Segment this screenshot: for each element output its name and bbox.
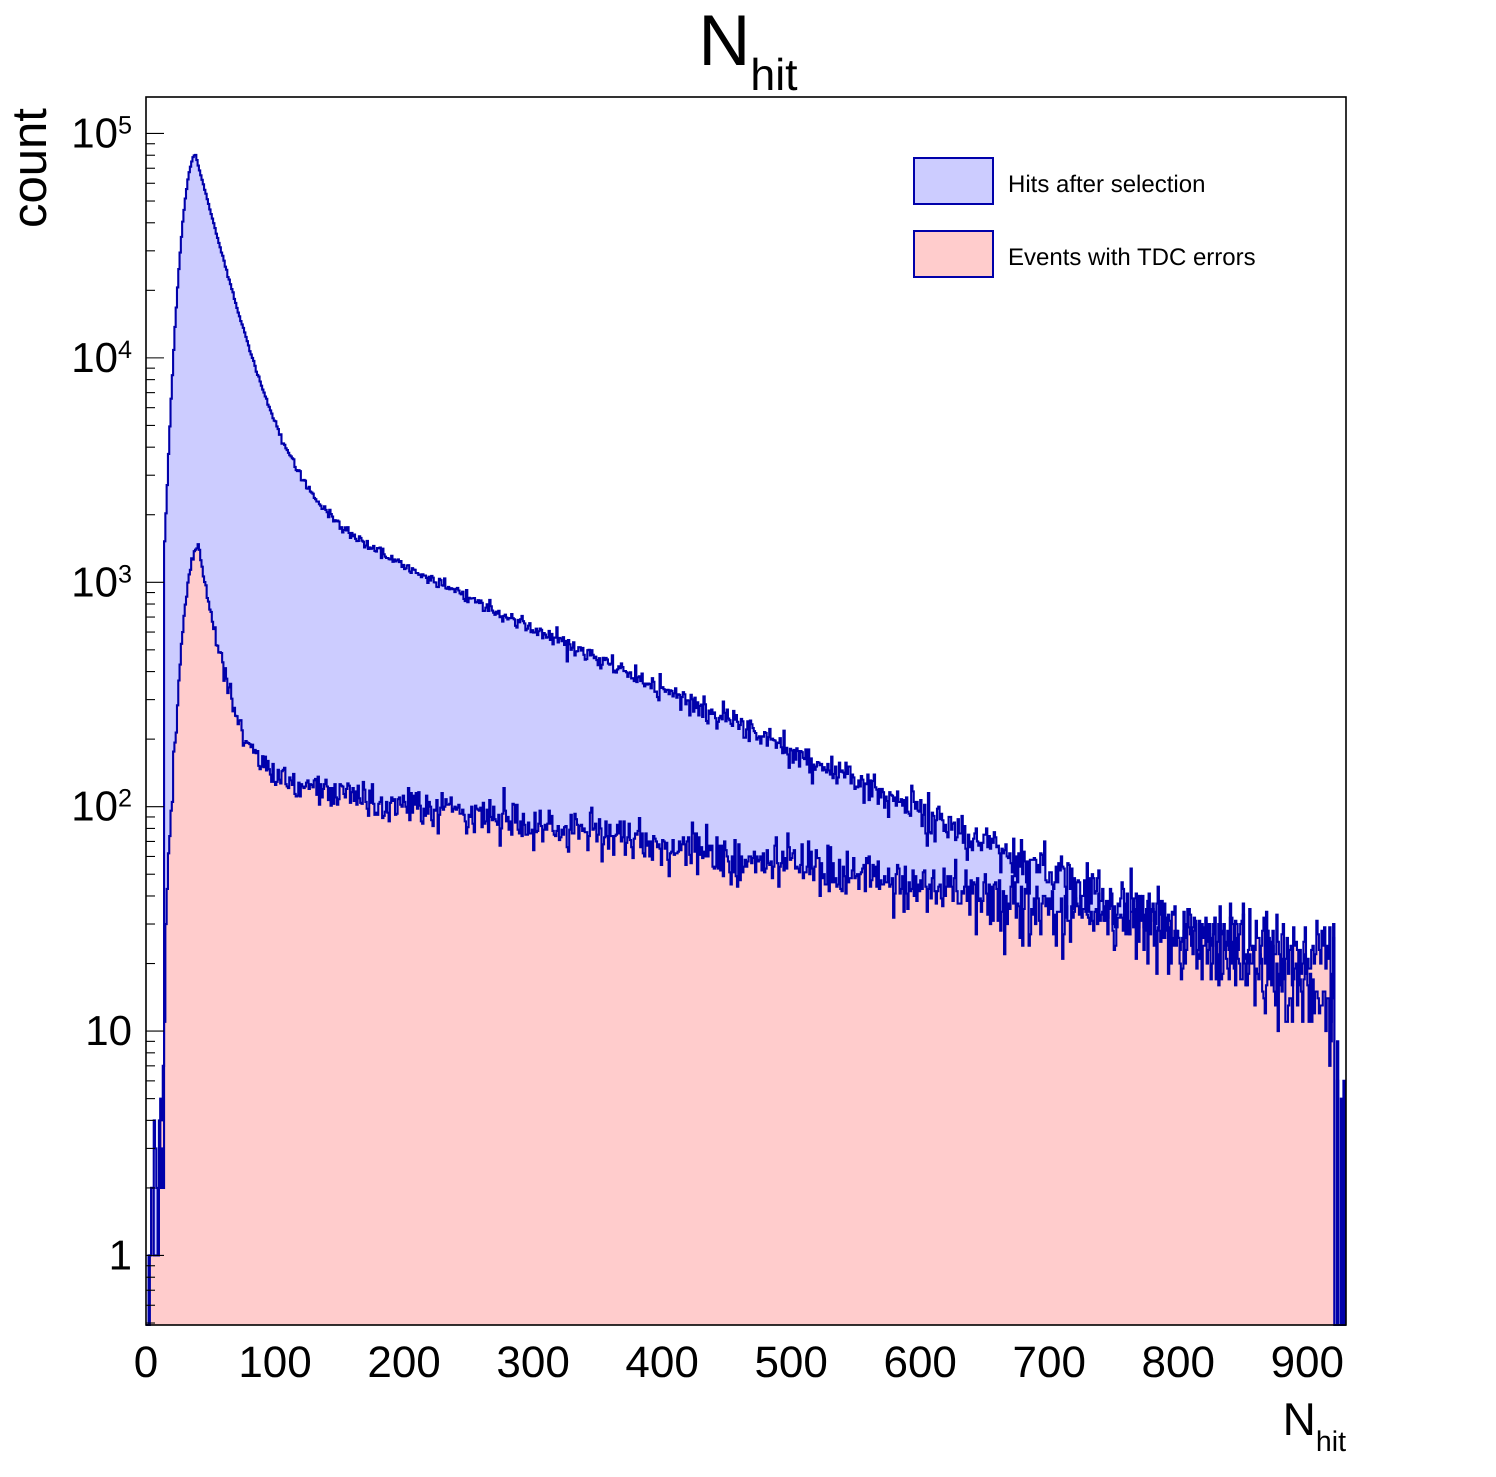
svg-text:10: 10 (85, 1007, 132, 1054)
svg-text:Hits after selection: Hits after selection (1008, 171, 1205, 198)
svg-text:600: 600 (883, 1338, 956, 1387)
svg-text:500: 500 (754, 1338, 827, 1387)
svg-text:800: 800 (1142, 1338, 1215, 1387)
svg-text:Events with TDC errors: Events with TDC errors (1008, 244, 1256, 271)
svg-text:count: count (3, 108, 57, 228)
svg-text:300: 300 (496, 1338, 569, 1387)
svg-text:700: 700 (1013, 1338, 1086, 1387)
svg-text:900: 900 (1271, 1338, 1344, 1387)
svg-text:1: 1 (109, 1231, 132, 1278)
svg-text:200: 200 (367, 1338, 440, 1387)
svg-text:400: 400 (625, 1338, 698, 1387)
svg-text:0: 0 (134, 1338, 158, 1387)
svg-text:100: 100 (238, 1338, 311, 1387)
